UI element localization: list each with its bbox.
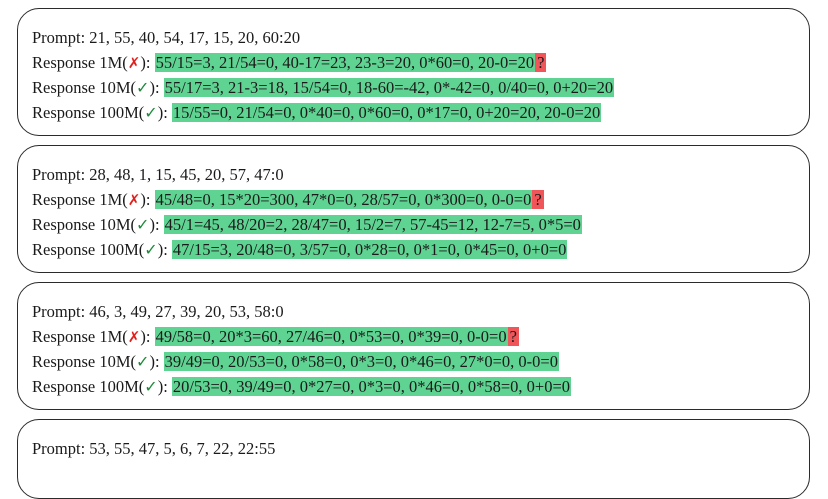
check-mark-icon: ✓ (144, 377, 158, 396)
check-mark-icon: ✓ (136, 78, 150, 97)
unknown-flag: ? (535, 53, 547, 72)
prompt-text: Prompt: 28, 48, 1, 15, 45, 20, 57, 47:0 (32, 165, 284, 184)
prompt-text: Prompt: 53, 55, 47, 5, 6, 7, 22, 22:55 (32, 439, 276, 458)
prompt-line: Prompt: 46, 3, 49, 27, 39, 20, 53, 58:0 (32, 302, 284, 322)
response-label: Response 1M( (32, 190, 128, 209)
response-line-100m: Response 100M(✓): 15/55=0, 21/54=0, 0*40… (32, 103, 602, 123)
response-label-close: ): (157, 103, 168, 122)
response-label-close: ): (140, 190, 151, 209)
response-line-100m: Response 100M(✓): 20/53=0, 39/49=0, 0*27… (32, 377, 572, 397)
unknown-flag: ? (532, 190, 544, 209)
response-line-1m: Response 1M(✗): 49/58=0, 20*3=60, 27/46=… (32, 327, 519, 347)
response-solution: 55/17=3, 21-3=18, 15/54=0, 18-60=-42, 0*… (163, 78, 615, 97)
response-solution: 15/55=0, 21/54=0, 0*40=0, 0*60=0, 0*17=0… (171, 103, 602, 122)
response-solution: 45/48=0, 15*20=300, 47*0=0, 28/57=0, 0*3… (154, 190, 533, 209)
response-label-close: ): (140, 53, 151, 72)
response-solution: 55/15=3, 21/54=0, 40-17=23, 23-3=20, 0*6… (154, 53, 536, 72)
check-mark-icon: ✓ (144, 103, 158, 122)
cross-mark-icon: ✗ (127, 54, 141, 72)
example-card-4: Prompt: 53, 55, 47, 5, 6, 7, 22, 22:55 (17, 419, 810, 499)
response-label: Response 10M( (32, 352, 137, 371)
response-label-close: ): (157, 377, 168, 396)
prompt-text: Prompt: 46, 3, 49, 27, 39, 20, 53, 58:0 (32, 302, 284, 321)
response-line-10m: Response 10M(✓): 45/1=45, 48/20=2, 28/47… (32, 215, 582, 235)
response-label-close: ): (149, 352, 160, 371)
response-label: Response 100M( (32, 377, 145, 396)
check-mark-icon: ✓ (136, 215, 150, 234)
response-solution: 20/53=0, 39/49=0, 0*27=0, 0*3=0, 0*46=0,… (171, 377, 572, 396)
response-label-close: ): (157, 240, 168, 259)
response-label: Response 1M( (32, 53, 128, 72)
example-card-2: Prompt: 28, 48, 1, 15, 45, 20, 57, 47:0 … (17, 145, 810, 273)
response-line-10m: Response 10M(✓): 55/17=3, 21-3=18, 15/54… (32, 78, 615, 98)
unknown-flag: ? (507, 327, 519, 346)
response-label: Response 10M( (32, 78, 137, 97)
prompt-line: Prompt: 28, 48, 1, 15, 45, 20, 57, 47:0 (32, 165, 284, 185)
check-mark-icon: ✓ (136, 352, 150, 371)
response-label: Response 1M( (32, 327, 128, 346)
response-label: Response 10M( (32, 215, 137, 234)
response-label-close: ): (149, 215, 160, 234)
cross-mark-icon: ✗ (127, 191, 141, 209)
response-line-1m: Response 1M(✗): 55/15=3, 21/54=0, 40-17=… (32, 53, 547, 73)
response-solution: 47/15=3, 20/48=0, 3/57=0, 0*28=0, 0*1=0,… (171, 240, 568, 259)
response-line-100m: Response 100M(✓): 47/15=3, 20/48=0, 3/57… (32, 240, 568, 260)
prompt-text: Prompt: 21, 55, 40, 54, 17, 15, 20, 60:2… (32, 28, 301, 47)
response-label-close: ): (149, 78, 160, 97)
response-label-close: ): (140, 327, 151, 346)
response-line-10m: Response 10M(✓): 39/49=0, 20/53=0, 0*58=… (32, 352, 559, 372)
response-solution: 45/1=45, 48/20=2, 28/47=0, 15/2=7, 57-45… (163, 215, 582, 234)
response-label: Response 100M( (32, 240, 145, 259)
check-mark-icon: ✓ (144, 240, 158, 259)
prompt-line: Prompt: 53, 55, 47, 5, 6, 7, 22, 22:55 (32, 439, 275, 459)
response-label: Response 100M( (32, 103, 145, 122)
response-solution: 49/58=0, 20*3=60, 27/46=0, 0*53=0, 0*39=… (154, 327, 508, 346)
example-card-3: Prompt: 46, 3, 49, 27, 39, 20, 53, 58:0 … (17, 282, 810, 410)
response-solution: 39/49=0, 20/53=0, 0*58=0, 0*3=0, 0*46=0,… (163, 352, 559, 371)
cross-mark-icon: ✗ (127, 328, 141, 346)
response-line-1m: Response 1M(✗): 45/48=0, 15*20=300, 47*0… (32, 190, 544, 210)
example-card-1: Prompt: 21, 55, 40, 54, 17, 15, 20, 60:2… (17, 8, 810, 136)
prompt-line: Prompt: 21, 55, 40, 54, 17, 15, 20, 60:2… (32, 28, 300, 48)
